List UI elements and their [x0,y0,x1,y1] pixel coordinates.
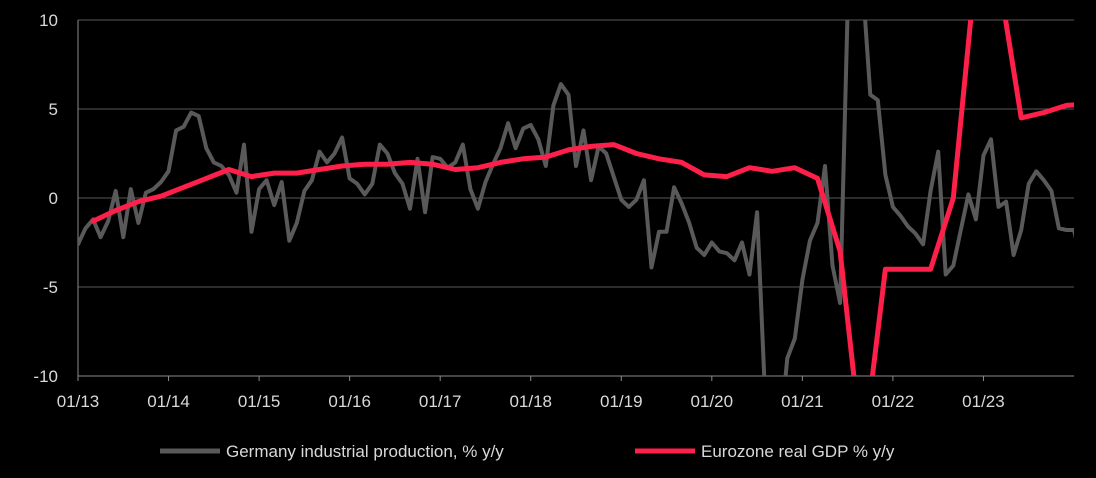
gridlines [77,19,1074,377]
x-tick-label: 01/21 [781,392,824,411]
legend: Germany industrial production, % y/y Eur… [160,442,895,461]
series-line-eurozone-real-gdp [90,20,1074,376]
x-tick-label: 01/22 [872,392,915,411]
y-tick-label: -5 [43,278,58,297]
x-tick-label: 01/13 [57,392,100,411]
x-tick-label: 01/14 [147,392,190,411]
x-tick-label: 01/23 [962,392,1005,411]
y-tick-label: 0 [49,189,58,208]
y-tick-label: 5 [49,100,58,119]
series-lines [78,20,1074,376]
x-tick-label: 01/18 [509,392,552,411]
x-tick-label: 01/17 [419,392,462,411]
legend-label-eurozone: Eurozone real GDP % y/y [701,442,895,461]
x-tick-label: 01/19 [600,392,643,411]
legend-label-germany: Germany industrial production, % y/y [226,442,504,461]
y-tick-label: -10 [33,367,58,386]
y-tick-label: 10 [39,11,58,30]
x-axis-ticks: 01/13 01/14 01/15 01/16 01/17 01/18 01/19 01/20… [57,376,1005,411]
x-tick-label: 01/16 [328,392,371,411]
x-tick-label: 01/15 [238,392,281,411]
y-axis-ticks: 10 5 0 -5 -10 [33,11,58,386]
x-tick-label: 01/20 [691,392,734,411]
series-line-germany-industrial-production [78,20,1074,376]
